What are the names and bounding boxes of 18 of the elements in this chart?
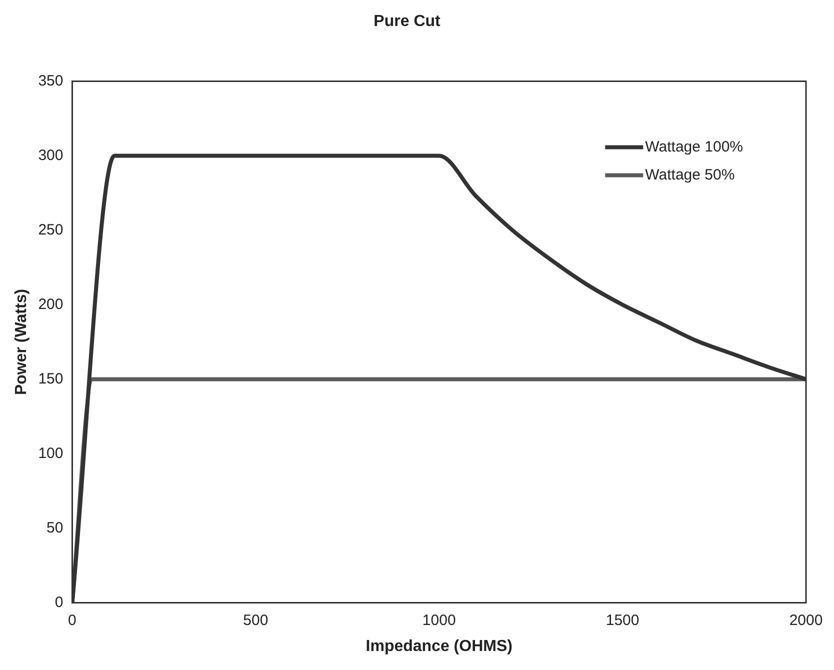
chart-title: Pure Cut <box>374 13 442 30</box>
y-tick-label: 300 <box>38 146 64 164</box>
x-tick-label: 1000 <box>422 612 456 629</box>
x-axis-title: Impedance (OHMS) <box>366 638 512 655</box>
x-tick-label: 2000 <box>789 612 823 629</box>
y-tick-label: 0 <box>54 594 64 611</box>
y-tick-label: 350 <box>38 72 64 90</box>
x-tick-label: 0 <box>68 612 76 629</box>
y-tick-label: 150 <box>38 370 64 388</box>
y-tick-label: 100 <box>38 444 64 462</box>
legend-label: Wattage 100% <box>645 138 744 156</box>
y-tick-label: 250 <box>38 221 64 238</box>
y-tick-label: 200 <box>38 296 64 313</box>
legend-label: Wattage 50% <box>645 166 735 184</box>
y-axis-title: Power (Watts) <box>13 288 30 396</box>
x-tick-label: 500 <box>243 612 268 629</box>
y-tick-label: 50 <box>46 519 64 536</box>
x-tick-label: 1500 <box>606 612 640 629</box>
